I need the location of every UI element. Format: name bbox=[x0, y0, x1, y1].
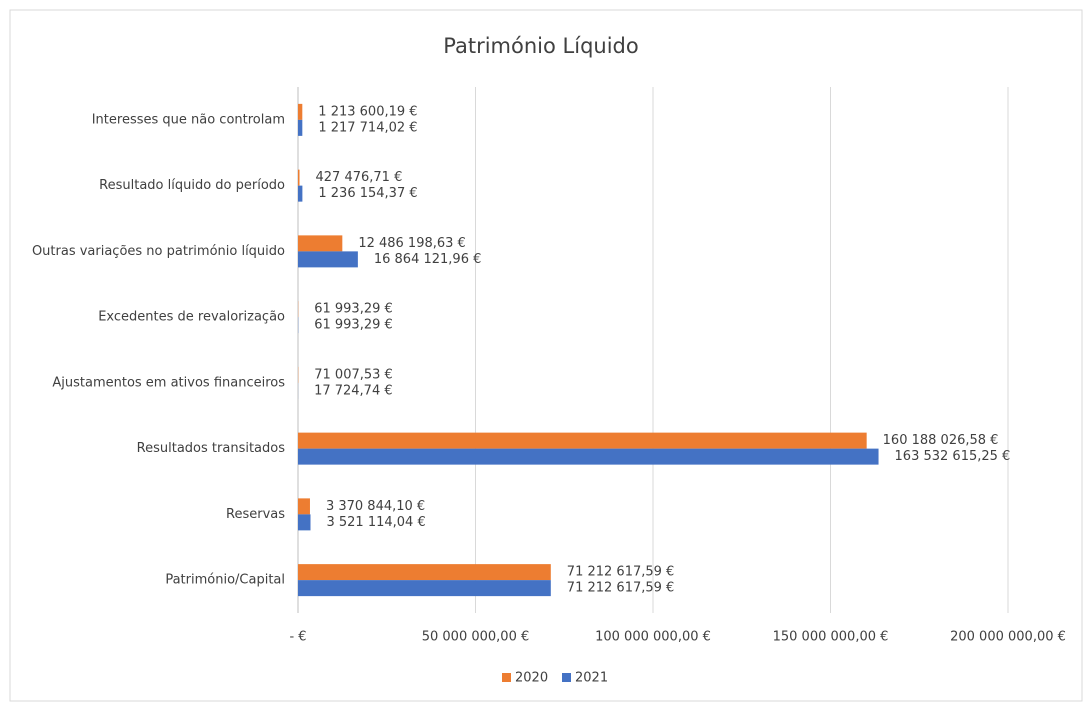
x-tick-label: 150 000 000,00 € bbox=[773, 630, 889, 645]
data-label: 12 486 198,63 € bbox=[358, 236, 466, 251]
bar bbox=[298, 119, 303, 136]
bar bbox=[298, 498, 310, 515]
legend-swatch bbox=[502, 673, 511, 682]
bar bbox=[298, 580, 551, 597]
x-tick-label: 200 000 000,00 € bbox=[950, 630, 1066, 645]
data-label: 71 007,53 € bbox=[314, 367, 393, 382]
data-label: 1 217 714,02 € bbox=[318, 120, 417, 135]
y-tick-label: Resultado líquido do período bbox=[99, 178, 285, 193]
data-label: 163 532 615,25 € bbox=[895, 449, 1011, 464]
data-label: 71 212 617,59 € bbox=[567, 581, 675, 596]
y-tick-label: Ajustamentos em ativos financeiros bbox=[52, 375, 285, 390]
y-tick-label: Excedentes de revalorização bbox=[98, 310, 285, 325]
data-label: 17 724,74 € bbox=[314, 383, 393, 398]
bar bbox=[298, 169, 300, 186]
data-label: 1 213 600,19 € bbox=[318, 104, 417, 119]
data-label: 3 521 114,04 € bbox=[326, 515, 425, 530]
y-tick-label: Reservas bbox=[226, 507, 285, 522]
bar bbox=[298, 185, 303, 202]
x-tick-label: - € bbox=[289, 630, 306, 645]
y-tick-label: Outras variações no património líquido bbox=[32, 244, 285, 259]
data-label: 61 993,29 € bbox=[314, 318, 393, 333]
bar bbox=[298, 448, 879, 465]
legend-label: 2021 bbox=[575, 671, 608, 686]
data-label: 16 864 121,96 € bbox=[374, 252, 482, 267]
y-tick-label: Património/Capital bbox=[165, 573, 285, 588]
chart-title: Património Líquido bbox=[443, 34, 638, 58]
bar bbox=[298, 432, 867, 449]
bar bbox=[298, 103, 303, 120]
bar bbox=[298, 251, 358, 268]
data-label: 71 212 617,59 € bbox=[567, 565, 675, 580]
bar bbox=[298, 514, 311, 531]
legend-swatch bbox=[562, 673, 571, 682]
data-label: 427 476,71 € bbox=[316, 170, 403, 185]
data-label: 3 370 844,10 € bbox=[326, 499, 425, 514]
x-tick-label: 100 000 000,00 € bbox=[595, 630, 711, 645]
data-label: 1 236 154,37 € bbox=[318, 186, 417, 201]
x-tick-label: 50 000 000,00 € bbox=[422, 630, 530, 645]
y-tick-label: Resultados transitados bbox=[137, 441, 286, 456]
bar bbox=[298, 235, 343, 252]
legend-label: 2020 bbox=[515, 671, 548, 686]
data-label: 160 188 026,58 € bbox=[883, 433, 999, 448]
y-tick-label: Interesses que não controlam bbox=[92, 112, 285, 127]
bar bbox=[298, 564, 551, 581]
data-label: 61 993,29 € bbox=[314, 302, 393, 317]
